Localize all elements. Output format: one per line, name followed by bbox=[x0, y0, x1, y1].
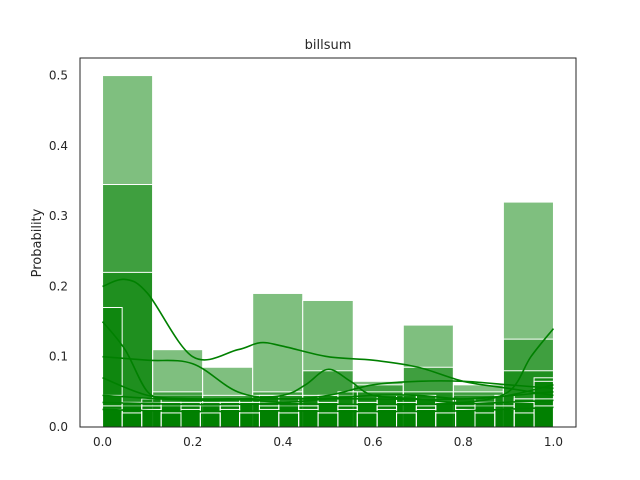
histogram-bar bbox=[121, 412, 143, 428]
histogram-bar bbox=[474, 412, 496, 428]
x-tick-label: 0.4 bbox=[273, 435, 292, 449]
histogram-bars bbox=[102, 75, 554, 428]
x-tick-label: 0.6 bbox=[364, 435, 383, 449]
y-tick-label: 0.1 bbox=[49, 350, 68, 364]
histogram-bar bbox=[513, 412, 535, 428]
kde-line bbox=[102, 355, 554, 400]
axes-frame bbox=[79, 57, 577, 428]
y-tick-label: 0.0 bbox=[49, 420, 68, 434]
y-tick-label: 0.5 bbox=[49, 69, 68, 83]
histogram-bar bbox=[435, 412, 457, 428]
histogram-bar bbox=[298, 408, 319, 428]
kde-line bbox=[102, 278, 554, 397]
histogram-bar bbox=[533, 405, 554, 428]
x-axis-ticks: 0.0 0.2 0.4 0.6 0.8 1.0 bbox=[93, 435, 563, 449]
x-tick-label: 0.8 bbox=[454, 435, 473, 449]
kde-line bbox=[102, 391, 554, 402]
y-axis-ticks: 0.0 0.1 0.2 0.3 0.4 0.5 bbox=[49, 69, 68, 434]
histogram-bar bbox=[160, 412, 182, 428]
histogram-bar bbox=[141, 408, 162, 428]
histogram-bar bbox=[455, 408, 476, 428]
kde-line bbox=[102, 399, 554, 406]
histogram-bar bbox=[278, 412, 300, 428]
y-axis-label: Probability bbox=[30, 208, 45, 277]
x-tick-label: 0.2 bbox=[183, 435, 202, 449]
histogram-bar bbox=[356, 412, 378, 428]
histogram-bar bbox=[239, 412, 260, 428]
x-tick-label: 0.0 bbox=[93, 435, 112, 449]
chart-title: billsum bbox=[305, 38, 352, 53]
y-tick-label: 0.3 bbox=[49, 209, 68, 223]
kde-curves bbox=[101, 278, 555, 413]
histogram-bar bbox=[494, 408, 515, 428]
histogram-bar bbox=[317, 412, 339, 428]
kde-line bbox=[102, 406, 554, 413]
histogram-bar bbox=[102, 408, 123, 428]
y-tick-label: 0.4 bbox=[49, 139, 68, 153]
x-tick-label: 1.0 bbox=[544, 435, 563, 449]
histogram-bar bbox=[258, 408, 280, 428]
histogram-bar bbox=[199, 412, 221, 428]
histogram-bar bbox=[396, 412, 417, 428]
y-tick-label: 0.2 bbox=[49, 279, 68, 293]
